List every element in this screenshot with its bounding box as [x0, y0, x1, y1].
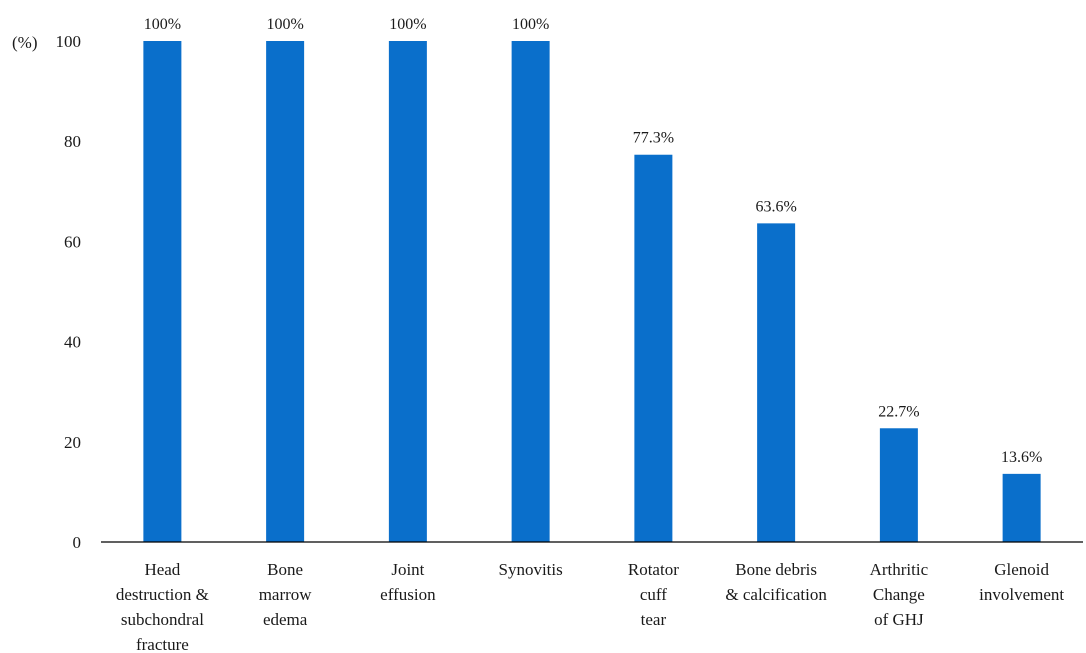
data-label: 22.7%	[878, 403, 919, 420]
x-category-label: Synovitis	[499, 560, 563, 579]
x-category-label: Head destruction & subchondral fracture	[116, 560, 209, 653]
y-tick-label: 100	[56, 32, 82, 51]
bar	[879, 428, 918, 542]
y-axis-ticks: 0 20 40 60 80 100	[56, 32, 82, 552]
y-tick-label: 0	[73, 533, 82, 552]
x-category-label: Glenoid involvement	[979, 560, 1064, 604]
bar	[388, 41, 427, 542]
bar	[511, 41, 550, 542]
bar	[143, 41, 182, 542]
data-label: 100%	[512, 16, 549, 33]
bar	[1002, 473, 1041, 542]
x-category-label: Joint effusion	[380, 560, 436, 604]
data-label: 100%	[266, 16, 303, 33]
y-tick-label: 80	[64, 132, 81, 151]
category-labels-group: Head destruction & subchondral fracture Bone…	[116, 560, 1065, 653]
data-label: 100%	[389, 16, 426, 33]
data-label: 13.6%	[1001, 449, 1042, 466]
y-axis-unit-label: (%)	[12, 33, 37, 52]
data-labels-group: 100% 100% 100% 100% 77.3% 63.6% 22.7% 13.6%	[144, 16, 1043, 466]
x-category-label: Arthritic Change of GHJ	[870, 560, 929, 629]
data-label: 63.6%	[755, 198, 796, 215]
y-tick-label: 20	[64, 433, 81, 452]
bars-group	[143, 41, 1041, 543]
data-label: 100%	[144, 16, 181, 33]
y-tick-label: 60	[64, 232, 81, 251]
y-tick-label: 40	[64, 333, 81, 352]
data-label: 77.3%	[633, 130, 674, 147]
bar	[634, 154, 673, 543]
x-category-label: Rotator cuff tear	[628, 560, 679, 629]
x-category-label: Bone marrow edema	[259, 560, 313, 629]
x-category-label: Bone debris & calcification	[725, 560, 827, 604]
bar	[757, 223, 796, 542]
bar	[266, 41, 305, 542]
